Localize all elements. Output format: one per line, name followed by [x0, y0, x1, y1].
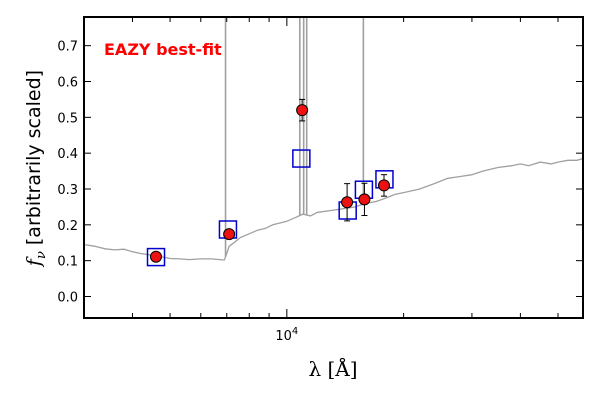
- y-axis-label: fν [arbitrarily scaled]: [23, 70, 49, 268]
- observed-flux-point: [223, 228, 236, 241]
- y-tick-label: 0.0: [57, 291, 78, 306]
- annotation-label: EAZY best-fit: [104, 40, 222, 59]
- observed-flux-point: [377, 179, 390, 192]
- y-tick-label: 0.1: [57, 255, 78, 270]
- y-tick-label: 0.6: [57, 76, 78, 91]
- observed-flux-point: [358, 193, 371, 206]
- x-axis-label: λ [Å]: [308, 356, 357, 381]
- observed-flux-point: [150, 250, 163, 263]
- model-spectrum-line: [84, 157, 583, 261]
- y-tick-label: 0.5: [57, 111, 78, 126]
- plot-frame: [83, 16, 584, 319]
- y-tick-label: 0.3: [57, 183, 78, 198]
- y-tick-label: 0.4: [57, 147, 78, 162]
- observed-flux-point: [341, 196, 354, 209]
- y-tick-label: 0.2: [57, 219, 78, 234]
- model-flux-square: [292, 149, 311, 168]
- x-tick-label: 104: [275, 326, 298, 344]
- model-flux-square: [146, 247, 166, 267]
- observed-flux-point: [296, 104, 309, 117]
- y-tick-label: 0.7: [57, 40, 78, 55]
